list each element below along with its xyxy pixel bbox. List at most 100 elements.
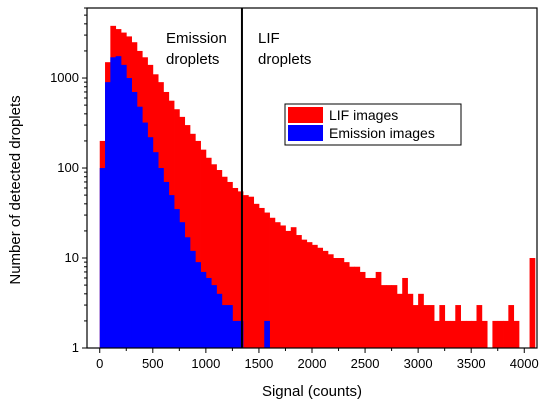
emission-bar	[232, 320, 239, 348]
lif-bar	[513, 320, 520, 348]
lif-bar	[439, 305, 446, 348]
lif-bar	[248, 196, 255, 348]
lif-bar	[455, 305, 461, 348]
lif-bar	[380, 285, 387, 348]
x-tick-label: 1000	[191, 356, 220, 371]
legend-label-emission: Emission images	[329, 125, 435, 141]
emission-bar	[147, 137, 154, 348]
lif-bar	[221, 176, 228, 348]
x-tick-label: 4000	[510, 356, 539, 371]
lif-bar	[285, 230, 292, 348]
x-tick-label: 0	[96, 356, 103, 371]
lif-bar	[338, 258, 345, 348]
emission-bar	[200, 271, 207, 348]
lif-bar	[375, 271, 382, 348]
emission-bar	[195, 262, 201, 348]
lif-bar	[529, 258, 536, 348]
annotation-emission-line2: droplets	[166, 51, 219, 68]
emission-bar	[126, 78, 132, 348]
lif-bar	[290, 227, 297, 348]
lif-bar	[497, 320, 504, 348]
lif-bar	[449, 320, 456, 348]
lif-bar	[508, 305, 515, 348]
lif-bar	[386, 285, 392, 348]
x-tick-label: 3500	[457, 356, 486, 371]
lif-bar	[232, 187, 239, 348]
legend-label-lif: LIF images	[329, 107, 398, 123]
lif-bar	[412, 305, 419, 348]
lif-bar	[428, 305, 435, 348]
lif-bar	[359, 271, 366, 348]
emission-bar	[211, 285, 217, 348]
lif-bar	[200, 149, 207, 348]
emission-bar	[216, 293, 223, 348]
emission-bar	[131, 91, 138, 348]
lif-bar	[333, 258, 339, 348]
emission-bar	[158, 168, 164, 348]
x-tick-label: 1500	[244, 356, 273, 371]
lif-bar	[402, 277, 408, 348]
lif-bar	[434, 320, 440, 348]
emission-bar	[120, 64, 127, 348]
lif-bar	[269, 217, 276, 348]
annotation-lif-line2: droplets	[258, 51, 311, 68]
lif-bar	[205, 157, 212, 348]
lif-bar	[354, 266, 361, 348]
emission-bar	[237, 320, 244, 348]
lif-bar	[365, 277, 371, 348]
emission-bar	[184, 237, 191, 348]
lif-bar	[418, 293, 424, 348]
lif-bar	[306, 242, 313, 348]
emission-bar	[168, 195, 175, 348]
lif-bar	[370, 277, 377, 348]
emission-bar	[142, 122, 148, 348]
emission-bar	[221, 305, 228, 348]
lif-bar	[211, 164, 217, 348]
emission-bar	[189, 250, 196, 348]
emission-bar	[136, 106, 143, 349]
emission-bar	[227, 305, 233, 348]
lif-bar	[317, 247, 324, 348]
lif-bar	[237, 191, 244, 348]
x-tick-label: 500	[142, 356, 164, 371]
x-tick-label: 2000	[298, 356, 327, 371]
lif-bar	[391, 285, 398, 348]
lif-bar	[343, 262, 350, 348]
lif-bar	[503, 320, 509, 348]
legend: LIF images Emission images	[284, 103, 462, 146]
y-axis-title: Number of detected droplets	[7, 95, 24, 284]
lif-bar	[216, 170, 223, 348]
lif-bar	[264, 212, 270, 348]
bars-layer	[99, 25, 536, 349]
lif-bar	[476, 305, 483, 348]
lif-bar	[274, 222, 281, 348]
lif-bar	[492, 320, 499, 348]
emission-bar	[99, 168, 106, 348]
emission-bar	[152, 152, 159, 348]
lif-bar	[465, 320, 472, 348]
emission-bar	[163, 181, 170, 348]
emission-bar	[115, 56, 122, 348]
emission-bar	[264, 320, 270, 348]
lif-bar	[296, 235, 302, 348]
lif-bar	[189, 133, 196, 348]
x-axis-title: Signal (counts)	[262, 383, 362, 400]
emission-bar	[179, 222, 186, 348]
lif-bar	[407, 293, 414, 348]
lif-bar	[396, 293, 403, 348]
emission-bar	[110, 57, 117, 348]
lif-bar	[280, 225, 286, 348]
emission-bar	[174, 209, 180, 348]
lif-bar	[423, 305, 430, 348]
lif-bar	[184, 125, 191, 348]
y-tick-label: 1	[72, 340, 79, 355]
lif-bar	[258, 207, 265, 348]
lif-bar	[253, 203, 260, 348]
lif-bar	[227, 181, 233, 348]
lif-bar	[301, 239, 308, 348]
lif-bar	[471, 320, 477, 348]
lif-bar	[312, 244, 318, 348]
annotation-emission-line1: Emission	[166, 30, 227, 47]
lif-bar	[444, 320, 451, 348]
